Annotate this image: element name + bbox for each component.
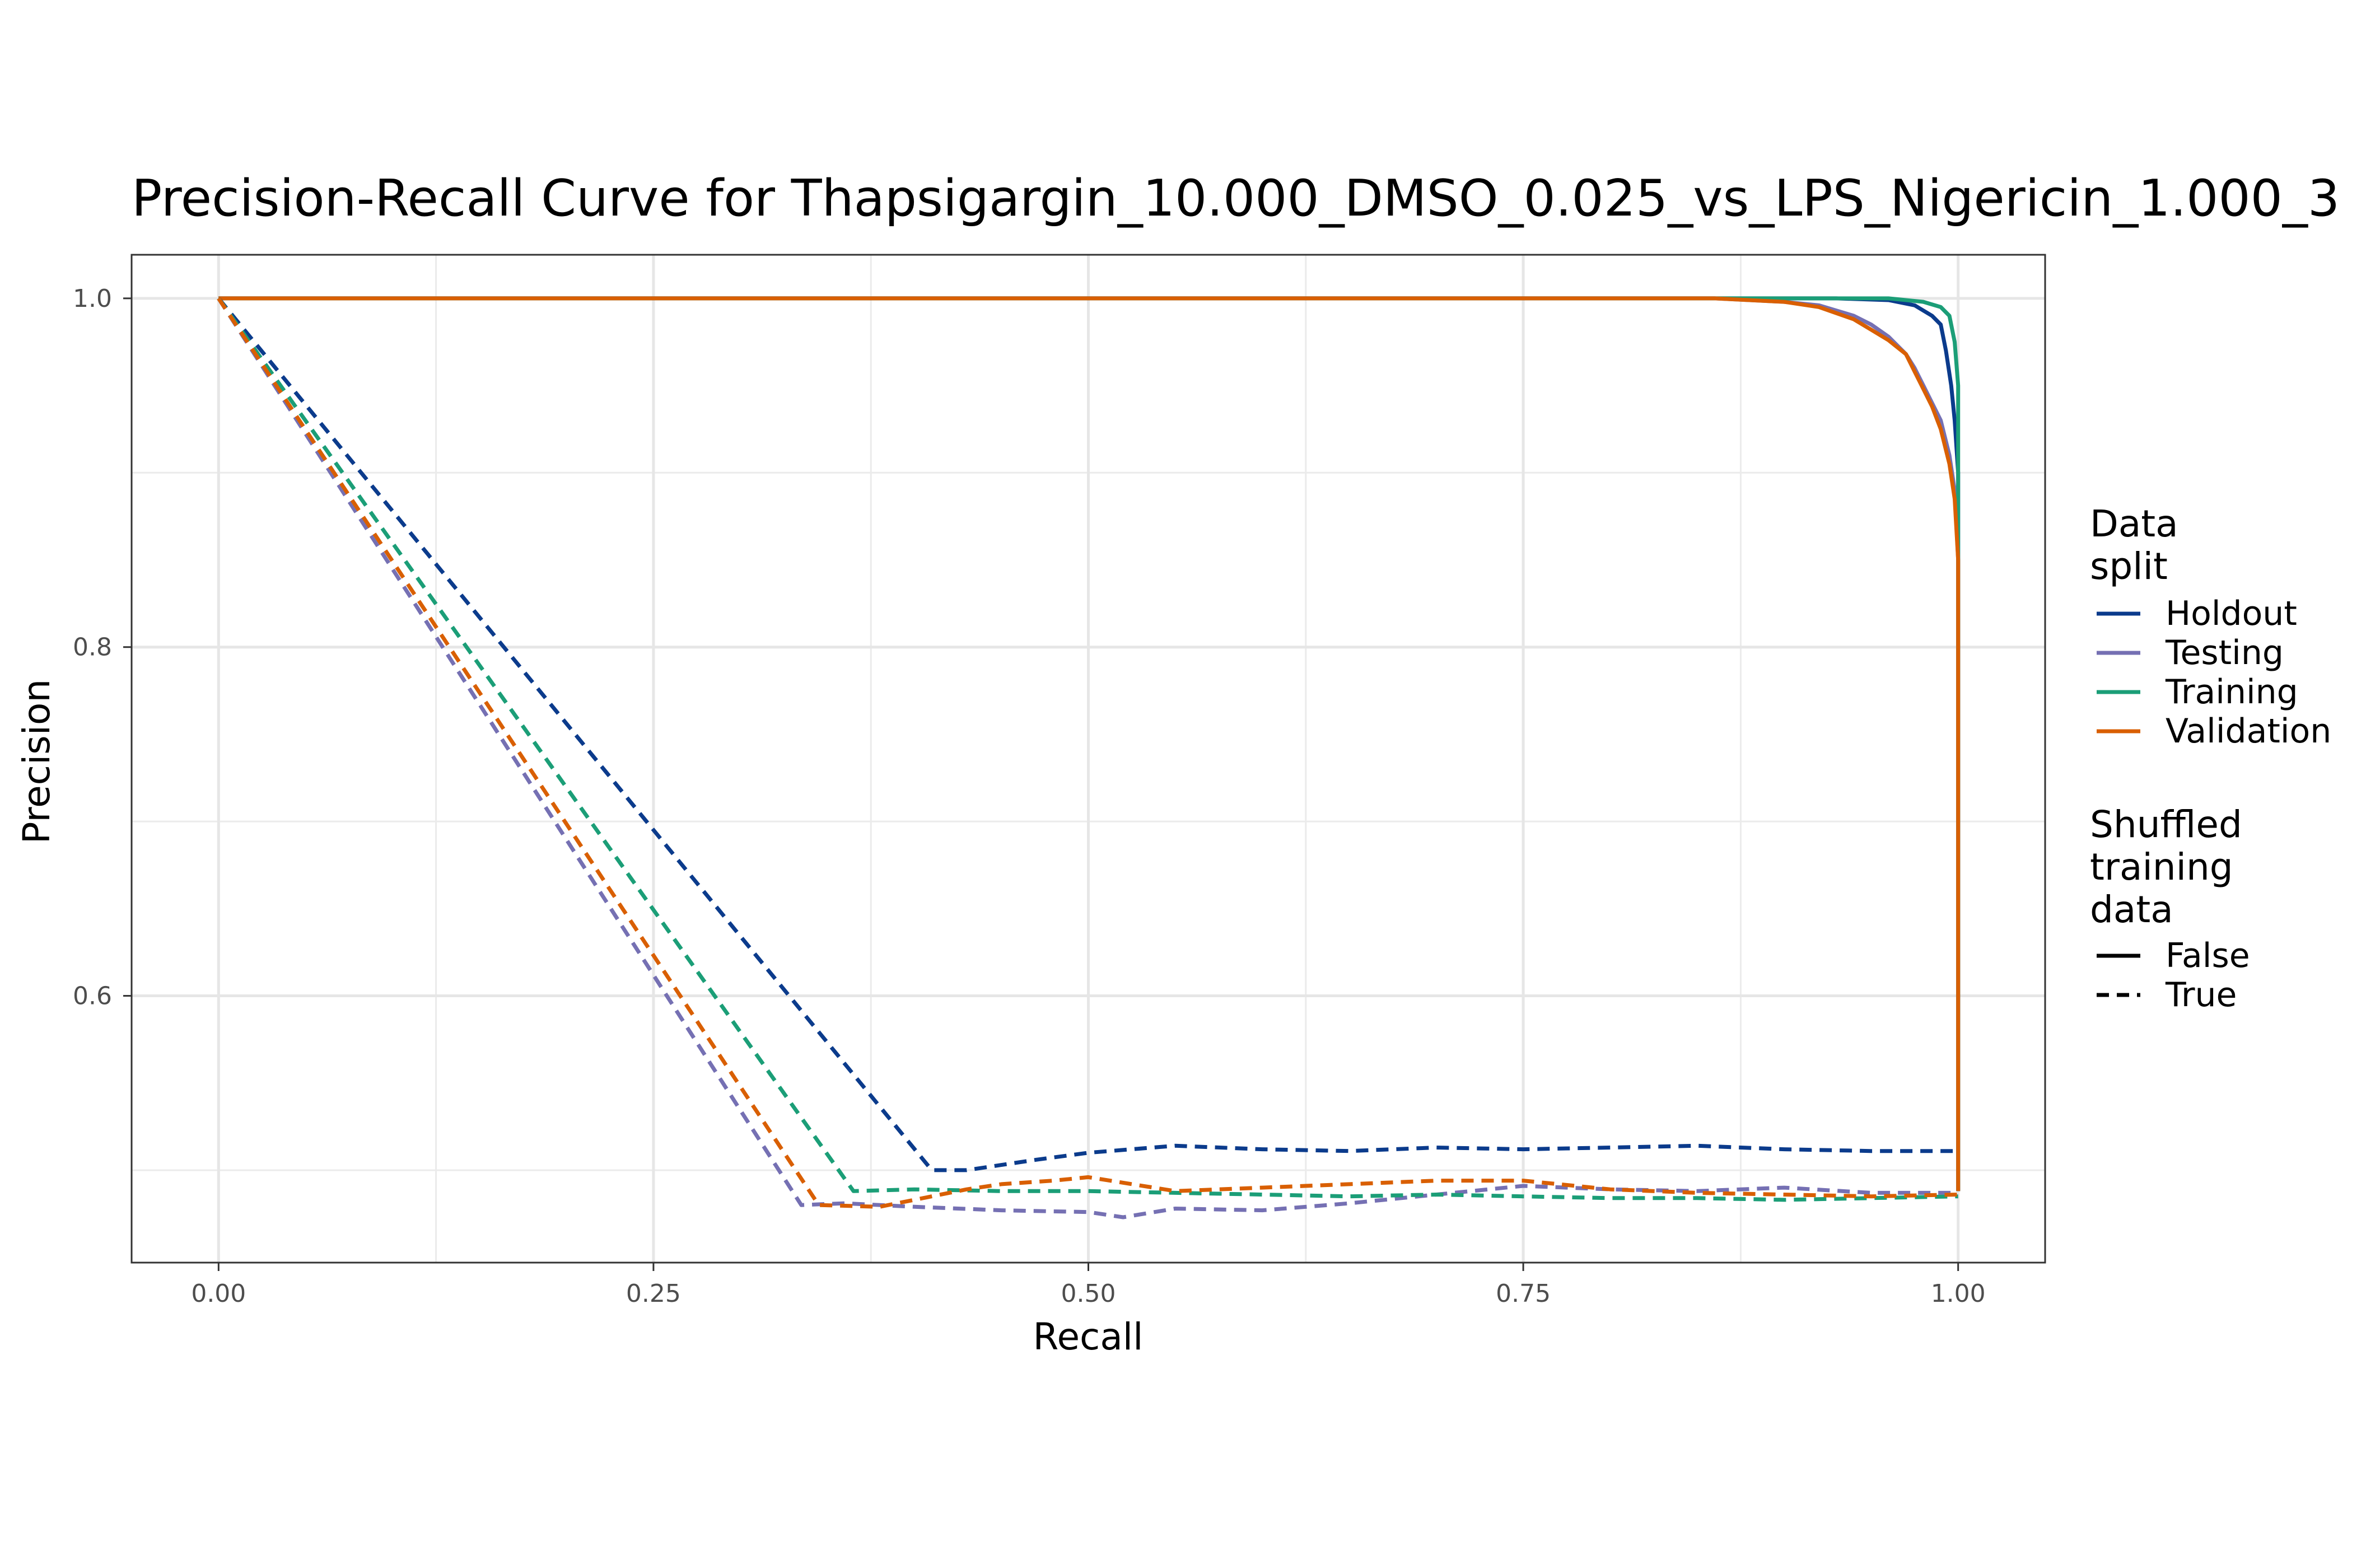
series-line-training-shuffled-true [217, 297, 1958, 1202]
chart-title: Precision-Recall Curve for Thapsigargin_… [132, 169, 2340, 228]
y-tick-label: 1.0 [73, 284, 112, 313]
x-axis-label: Recall [1033, 1315, 1144, 1358]
legend-color-title-line: split [2090, 545, 2168, 588]
y-tick-label: 0.6 [73, 982, 112, 1011]
x-tick-label: 0.75 [1496, 1279, 1551, 1308]
series-line-holdout-shuffled-true [217, 297, 1958, 1172]
legend-color-title-line: Data [2090, 502, 2178, 545]
legend-linetype-title-line: Shuffled [2090, 803, 2242, 846]
series-line-validation-shuffled-false [218, 296, 1961, 1191]
y-axis-label: Precision [15, 679, 58, 844]
series-line-validation-shuffled-true [217, 297, 1958, 1209]
legend-label-validation: Validation [2166, 712, 2331, 751]
x-tick-label: 0.50 [1061, 1279, 1116, 1308]
legend-label-holdout: Holdout [2166, 594, 2297, 633]
legend-label-shuffled-true: True [2165, 975, 2237, 1015]
legend-label-shuffled-false: False [2166, 936, 2250, 975]
legend-linetype-title-line: data [2090, 888, 2173, 931]
x-tick-label: 0.00 [191, 1279, 246, 1308]
legend-label-training: Training [2165, 672, 2298, 712]
x-tick-label: 1.00 [1931, 1279, 1986, 1308]
y-tick-label: 0.8 [73, 633, 112, 662]
plot-panel: 0.00 0.25 0.50 0.75 1.00 0.6 0.8 1.0 [73, 254, 2046, 1308]
legend-linetype-title-line: training [2090, 845, 2233, 889]
x-tick-label: 0.25 [626, 1279, 681, 1308]
legend-label-testing: Testing [2165, 633, 2284, 672]
series-line-testing-shuffled-true [217, 297, 1958, 1219]
